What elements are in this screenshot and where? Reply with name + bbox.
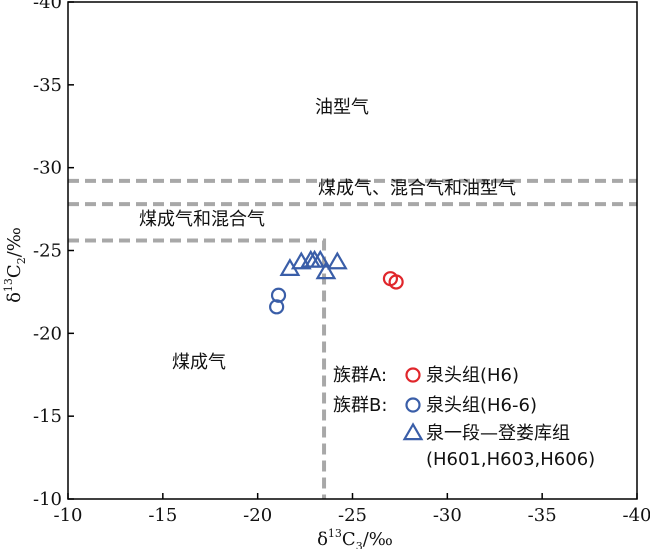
region-label: 煤成气和混合气 [139,209,265,230]
y-axis-title-text: δ13C2/‰ [2,227,28,303]
y-tick-label: -10 [33,489,62,510]
data-point-triangle [326,251,348,270]
x-tick-label: -10 [54,505,83,526]
legend-group-label: 族群A: [333,365,387,386]
data-point-triangle [315,261,337,280]
legend-circle-marker [405,397,421,413]
legend-entry-label: 泉一段—登娄库组 [426,423,570,444]
y-tick-label: -40 [33,0,62,13]
legend-circle-marker [405,367,421,383]
y-tick-label: -30 [33,158,62,179]
x-axis-ticks: -10 -15 -20 -25 -30 -35 -40 [54,493,650,526]
y-axis-ticks: -10 -15 -20 -25 -30 -35 -40 [33,0,74,510]
y-tick-label: -35 [33,75,62,96]
x-tick-label: -25 [338,505,367,526]
x-tick-label: -35 [528,505,557,526]
legend: 族群A: 泉头组(H6) 族群B: 泉头组(H6-6) 泉一段—登娄库组 (H601,H6… [333,365,595,470]
region-label: 煤成气 [172,352,226,373]
x-tick-label: -30 [433,505,462,526]
legend-group-label: 族群B: [333,395,387,416]
x-tick-label: -40 [623,505,650,526]
boundary-step-line [68,238,327,499]
x-tick-label: -15 [148,505,177,526]
data-point-circle [269,299,285,315]
y-tick-label: -20 [33,323,62,344]
region-label: 油型气 [315,97,369,118]
y-tick-label: -25 [33,241,62,262]
legend-entry-label: (H601,H603,H606) [426,449,595,470]
x-axis-title-text: δ13C3/‰ [317,527,393,549]
x-axis-title: δ13C3/‰ [317,527,393,549]
data-point-triangle [309,249,331,268]
data-point-circle [388,274,404,290]
data-points [269,249,404,315]
y-axis-title: δ13C2/‰ [2,227,28,303]
region-boundaries [68,178,637,499]
legend-triangle-marker [402,422,424,441]
legend-entry-label: 泉头组(H6) [426,365,519,386]
region-label: 煤成气、混合气和油型气 [318,178,516,199]
x-tick-label: -20 [243,505,272,526]
y-tick-label: -15 [33,406,62,427]
legend-entry-label: 泉头组(H6-6) [426,395,537,416]
